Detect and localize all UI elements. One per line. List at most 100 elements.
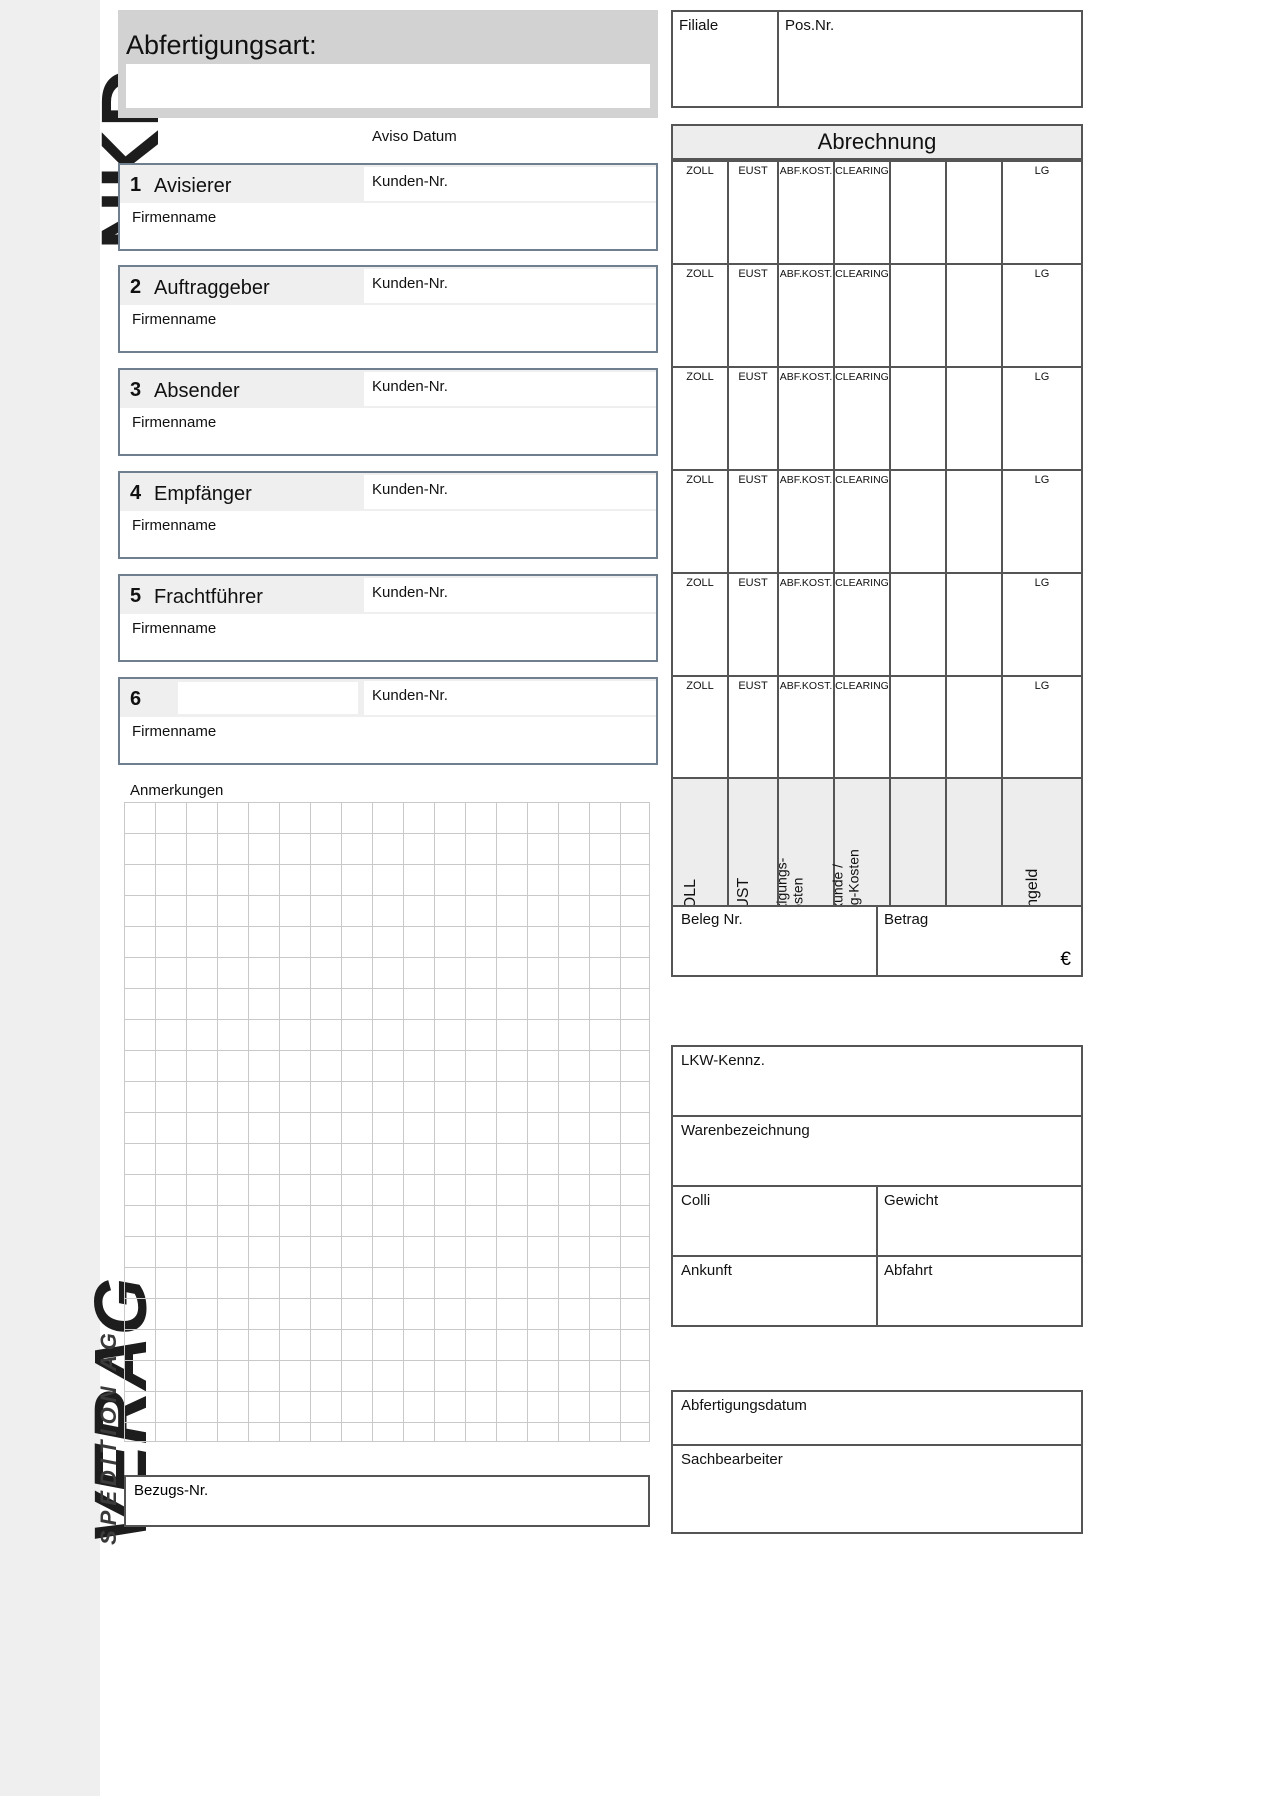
abr1-eust-cell[interactable]: EUST (729, 162, 779, 263)
sachbearbeiter-box[interactable]: Sachbearbeiter (671, 1444, 1083, 1534)
abr4-zoll-cell[interactable]: ZOLL (673, 471, 729, 572)
abr5-eust-cell[interactable]: EUST (729, 574, 779, 675)
abr2-blank2-cell[interactable] (947, 265, 1003, 366)
abfahrt-label: Abfahrt (884, 1262, 933, 1279)
warenbezeichnung-box[interactable]: Warenbezeichnung (671, 1115, 1083, 1187)
party-2-role: Auftraggeber (154, 277, 270, 299)
party-3-firmenname-field[interactable]: Firmenname (124, 410, 652, 454)
abr4-blank2-cell[interactable] (947, 471, 1003, 572)
filiale-posnr-divider (777, 12, 779, 106)
party-6-role-input[interactable] (178, 682, 358, 714)
abr4-eust-cell[interactable]: EUST (729, 471, 779, 572)
gewicht-label: Gewicht (884, 1192, 939, 1209)
abrechnung-rotated-header: ZOLL EUST Abfertigungs- Kosten Erstkunde… (671, 777, 1083, 949)
abfertigungsart-input[interactable] (126, 64, 650, 108)
aviso-datum-label: Aviso Datum (372, 128, 457, 145)
abr4-clearing-cell[interactable]: CLEARING (835, 471, 891, 572)
party-6-kundennr-field[interactable]: Kunden-Nr. (364, 681, 656, 715)
abr4-abfkost-cell[interactable]: ABF.KOST. (779, 471, 835, 572)
beleg-betrag-box: Beleg Nr. Betrag € (671, 905, 1083, 977)
party-3-firmenname-label: Firmenname (132, 414, 217, 431)
party-3-kundennr-field[interactable]: Kunden-Nr. (364, 372, 656, 406)
abr2-zoll-cell[interactable]: ZOLL (673, 265, 729, 366)
party-5-kundennr-field[interactable]: Kunden-Nr. (364, 578, 656, 612)
party-block-4: 4 Empfänger Kunden-Nr. Firmenname (118, 471, 658, 559)
betrag-label: Betrag (884, 911, 929, 928)
abr5-clearing-cell[interactable]: CLEARING (835, 574, 891, 675)
party-3-kundennr-label: Kunden-Nr. (372, 378, 448, 395)
party-1-number: 1 (130, 174, 142, 196)
abr6-zoll-cell[interactable]: ZOLL (673, 677, 729, 777)
abrechnung-title: Abrechnung (671, 124, 1083, 160)
abr2-clearing-cell[interactable]: CLEARING (835, 265, 891, 366)
abr4-blank1-cell[interactable] (891, 471, 947, 572)
abrechnung-row-5: ZOLL EUST ABF.KOST. CLEARING LG (671, 572, 1083, 675)
party-4-firmenname-field[interactable]: Firmenname (124, 513, 652, 557)
party-2-kundennr-field[interactable]: Kunden-Nr. (364, 269, 656, 303)
abfertigungsdatum-box[interactable]: Abfertigungsdatum (671, 1390, 1083, 1446)
euro-symbol: € (1060, 949, 1071, 970)
abr1-blank2-cell[interactable] (947, 162, 1003, 263)
abr6-eust-cell[interactable]: EUST (729, 677, 779, 777)
party-1-firmenname-field[interactable]: Firmenname (124, 205, 652, 249)
ankunft-label: Ankunft (681, 1262, 732, 1279)
abr2-lg-cell[interactable]: LG (1034, 268, 1050, 280)
party-5-firmenname-field[interactable]: Firmenname (124, 616, 652, 660)
party-block-1: 1 Avisierer Kunden-Nr. Firmenname (118, 163, 658, 251)
abr5-zoll-cell[interactable]: ZOLL (673, 574, 729, 675)
abr3-lg-cell[interactable]: LG (1034, 371, 1050, 383)
colli-gewicht-box: Colli Gewicht (671, 1185, 1083, 1257)
abr6-lg-cell[interactable]: LG (1034, 680, 1050, 692)
filiale-label: Filiale (679, 17, 719, 34)
party-5-firmenname-label: Firmenname (132, 620, 217, 637)
party-block-3: 3 Absender Kunden-Nr. Firmenname (118, 368, 658, 456)
abr6-blank2-cell[interactable] (947, 677, 1003, 777)
abr6-blank1-cell[interactable] (891, 677, 947, 777)
abr3-blank1-cell[interactable] (891, 368, 947, 469)
abr2-blank1-cell[interactable] (891, 265, 947, 366)
rot-zoll-col: ZOLL (673, 779, 729, 919)
abr2-abfkost-cell[interactable]: ABF.KOST. (779, 265, 835, 366)
abr4-lg-cell[interactable]: LG (1034, 474, 1050, 486)
abr3-eust-cell[interactable]: EUST (729, 368, 779, 469)
abr6-clearing-cell[interactable]: CLEARING (835, 677, 891, 777)
brand-rail: NKD VERAG SPEDITION AG (0, 0, 176, 1796)
abr1-lg-cell[interactable]: LG (1034, 165, 1050, 177)
abr1-zoll-cell[interactable]: ZOLL (673, 162, 729, 263)
rot-eust-col: EUST (729, 779, 779, 920)
abrechnung-row-4: ZOLL EUST ABF.KOST. CLEARING LG (671, 469, 1083, 572)
lkw-kennz-box[interactable]: LKW-Kennz. (671, 1045, 1083, 1117)
party-6-firmenname-label: Firmenname (132, 723, 217, 740)
abr5-blank1-cell[interactable] (891, 574, 947, 675)
party-6-firmenname-field[interactable]: Firmenname (124, 719, 652, 763)
beleg-nr-label: Beleg Nr. (681, 911, 743, 928)
abr3-zoll-cell[interactable]: ZOLL (673, 368, 729, 469)
party-4-kundennr-field[interactable]: Kunden-Nr. (364, 475, 656, 509)
abr5-blank2-cell[interactable] (947, 574, 1003, 675)
abr1-abfkost-cell[interactable]: ABF.KOST. (779, 162, 835, 263)
rot-blank1-col (891, 779, 947, 905)
abr3-blank2-cell[interactable] (947, 368, 1003, 469)
bezugs-nr-box[interactable]: Bezugs-Nr. (124, 1475, 650, 1527)
abr6-abfkost-cell[interactable]: ABF.KOST. (779, 677, 835, 777)
abr5-abfkost-cell[interactable]: ABF.KOST. (779, 574, 835, 675)
party-4-number: 4 (130, 482, 142, 504)
rot-leihgeld-col: Leihgeld (1003, 779, 1081, 930)
beleg-betrag-divider (876, 907, 878, 975)
posnr-label: Pos.Nr. (785, 17, 835, 34)
ankunft-abfahrt-divider (876, 1257, 878, 1325)
anmerkungen-grid[interactable] (124, 802, 650, 1442)
party-5-kundennr-label: Kunden-Nr. (372, 584, 448, 601)
abr3-clearing-cell[interactable]: CLEARING (835, 368, 891, 469)
filiale-posnr-box: Filiale Pos.Nr. (671, 10, 1083, 108)
party-1-kundennr-field[interactable]: Kunden-Nr. (364, 167, 656, 201)
abr1-blank1-cell[interactable] (891, 162, 947, 263)
party-1-role: Avisierer (154, 175, 232, 197)
party-2-firmenname-field[interactable]: Firmenname (124, 307, 652, 351)
abr1-clearing-cell[interactable]: CLEARING (835, 162, 891, 263)
party-3-number: 3 (130, 379, 142, 401)
abr2-eust-cell[interactable]: EUST (729, 265, 779, 366)
party-4-role: Empfänger (154, 483, 252, 505)
abr5-lg-cell[interactable]: LG (1034, 577, 1050, 589)
abr3-abfkost-cell[interactable]: ABF.KOST. (779, 368, 835, 469)
